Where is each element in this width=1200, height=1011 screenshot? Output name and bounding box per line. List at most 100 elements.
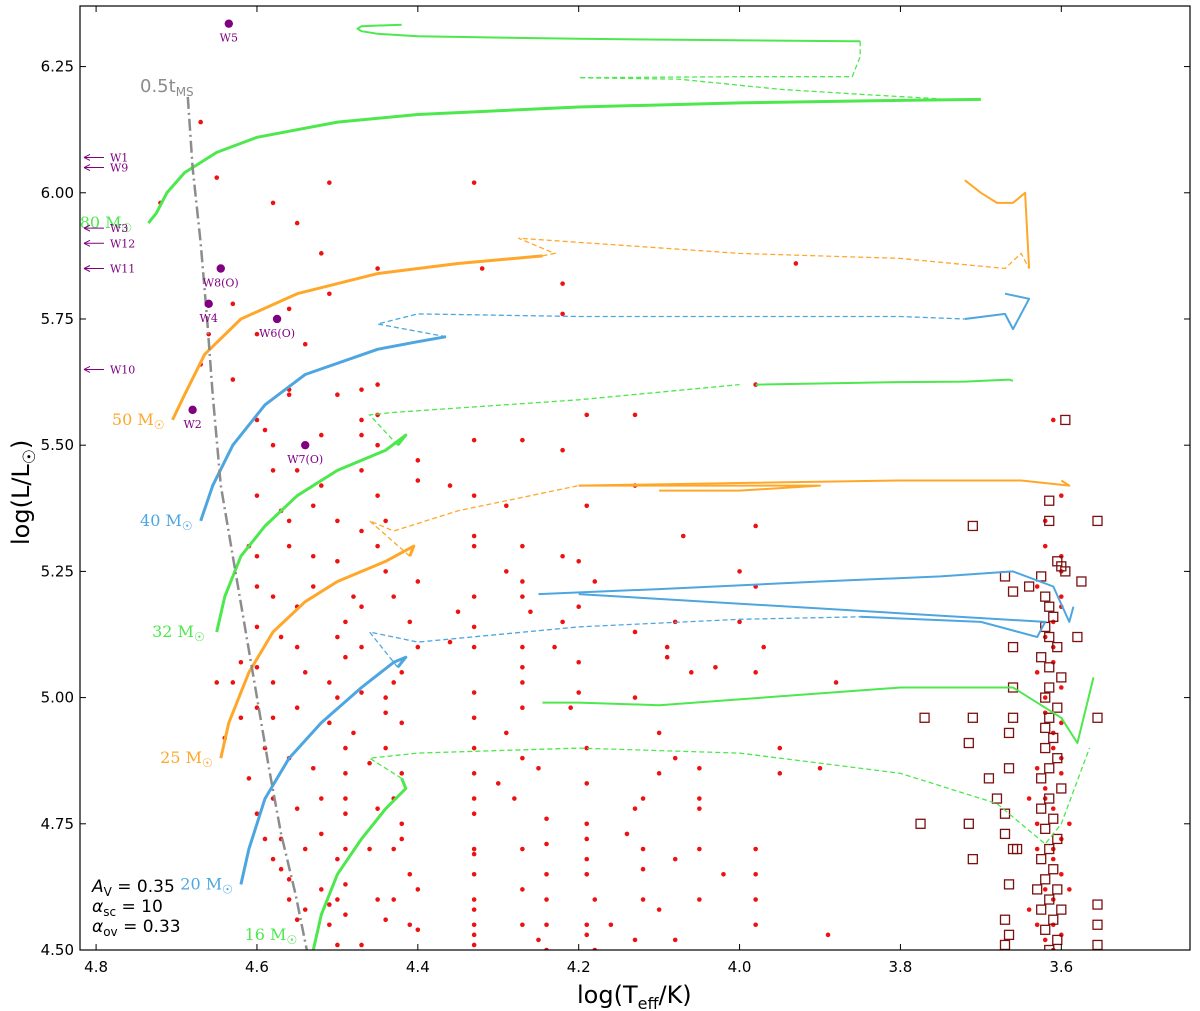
observed-star-dot — [479, 266, 485, 271]
observed-star-square — [1040, 924, 1051, 935]
observed-star-dot — [302, 670, 308, 675]
track-solid-segment — [147, 97, 981, 225]
observed-star-dot — [495, 781, 501, 786]
observed-star-dot — [512, 796, 517, 801]
observed-star-dot — [520, 705, 525, 710]
observed-star-dot — [1042, 695, 1048, 700]
observed-star-dot — [399, 821, 405, 827]
observed-star-dot — [656, 730, 662, 736]
observed-star-dot — [391, 897, 396, 902]
observed-star-dot — [399, 720, 405, 726]
observed-star-dot — [407, 619, 413, 625]
observed-star-dot — [447, 483, 453, 488]
observed-star-dot — [294, 705, 300, 710]
track-mass-label: 32 M☉ — [152, 622, 205, 644]
observed-star-dot — [335, 897, 340, 902]
named-star-marker — [301, 440, 310, 450]
observed-star-dot — [254, 584, 260, 589]
observed-star-dot — [713, 665, 718, 670]
y-tick-label: 5.00 — [41, 689, 74, 707]
observed-star-square — [1060, 414, 1071, 426]
offscale-arrow-head — [83, 164, 91, 171]
observed-star-dot — [560, 281, 565, 286]
observed-star-dot — [560, 619, 565, 625]
track-solid-segment — [964, 179, 1031, 269]
observed-star-dot — [415, 644, 421, 650]
observed-star-dot — [270, 200, 276, 206]
observed-star-dot — [584, 412, 590, 418]
observed-star-square — [1060, 566, 1071, 577]
observed-star-square — [1007, 586, 1019, 597]
observed-star-dot — [391, 594, 396, 599]
observed-star-dot — [399, 670, 405, 675]
y-tick-label: 5.75 — [41, 310, 74, 328]
observed-star-dot — [319, 796, 324, 801]
observed-star-dot — [359, 417, 364, 423]
sun-symbol: ☉ — [182, 519, 193, 533]
observed-star-square — [1044, 631, 1055, 643]
observed-star-dot — [664, 644, 670, 650]
observed-star-dot — [576, 604, 581, 610]
observed-star-dot — [375, 543, 380, 549]
track-solid-segment — [755, 378, 1014, 386]
observed-star-dot — [302, 846, 308, 852]
observed-star-dot — [471, 493, 477, 498]
observed-star-dot — [656, 907, 662, 912]
observed-star-dot — [471, 846, 477, 852]
track-mass-label: 25 M☉ — [160, 748, 213, 770]
track-mass-label: 80 M☉ — [80, 213, 133, 235]
observed-star-dot — [359, 387, 364, 392]
track-solid-segment — [542, 677, 1095, 744]
track-mass-label: 16 M☉ — [245, 925, 298, 947]
observed-star-dot — [584, 871, 590, 877]
observed-star-dot — [286, 392, 292, 398]
observed-star-dot — [254, 811, 260, 817]
observed-star-dot — [528, 609, 533, 615]
observed-star-dot — [504, 569, 509, 574]
observed-star-square — [983, 773, 995, 784]
observed-star-dot — [576, 659, 581, 665]
observed-star-dot — [520, 579, 525, 584]
track-dashed-segment — [377, 313, 965, 338]
observed-star-square — [1048, 813, 1059, 824]
observed-star-dot — [471, 437, 477, 443]
sun-symbol: ☉ — [286, 933, 297, 947]
observed-star-dot — [238, 659, 244, 665]
observed-star-dot — [343, 811, 348, 817]
observed-star-square — [1048, 732, 1059, 744]
observed-star-square — [1048, 611, 1059, 622]
observed-star-dot — [214, 175, 220, 180]
track-solid-segment — [356, 23, 861, 43]
observed-star-dot — [359, 604, 364, 610]
named-star-marker — [272, 314, 282, 324]
named-star-label: W8(O) — [203, 277, 239, 290]
observed-star-dot — [359, 690, 364, 695]
observed-star-dot — [520, 922, 525, 928]
observed-star-dot — [1034, 821, 1040, 827]
offscale-star-label: W1 — [110, 151, 128, 164]
observed-star-dot — [471, 533, 477, 539]
chart-labels-layer: 80 M☉ 50 M☉ 40 M☉ 32 M☉ 25 M☉ 20 M☉ 16 M☉ W5 W8(… — [80, 19, 323, 947]
observed-star-dot — [1034, 765, 1040, 771]
observed-star-square — [1036, 652, 1047, 663]
observed-star-dot — [294, 644, 300, 650]
observed-star-dot — [584, 821, 590, 827]
observed-star-dot — [407, 922, 413, 928]
observed-star-dot — [1050, 745, 1056, 751]
x-axis-title: log(Teff/K) — [577, 981, 692, 1011]
observed-star-dot — [375, 266, 380, 271]
observed-star-dot — [520, 680, 525, 685]
track-dashed-segment — [367, 747, 1091, 845]
observed-star-square — [1048, 914, 1059, 925]
observed-star-dot — [471, 745, 477, 751]
offscale-star-label: W9 — [110, 162, 128, 175]
observed-star-square — [1052, 753, 1063, 764]
named-star-label: W4 — [200, 312, 218, 325]
track-solid-segment — [219, 544, 416, 759]
observed-star-dot — [833, 680, 839, 685]
sun-symbol: ☉ — [194, 630, 205, 644]
named-star-label: W6(O) — [259, 327, 295, 340]
half-ms-line — [186, 96, 309, 950]
observed-star-dot — [327, 291, 332, 297]
